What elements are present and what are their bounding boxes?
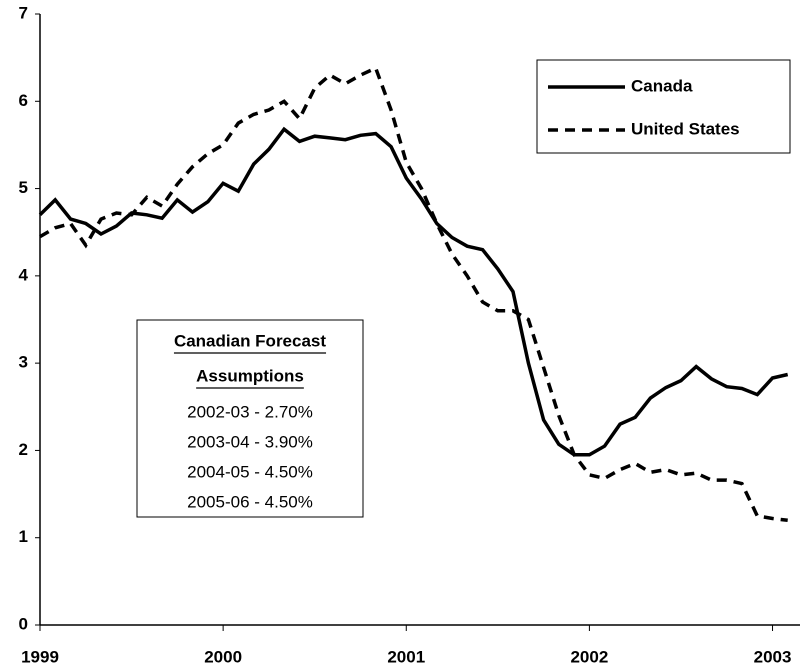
y-tick-label: 6 <box>19 91 28 110</box>
y-tick-label: 4 <box>19 265 29 284</box>
annotation-line: 2005-06 - 4.50% <box>187 492 313 511</box>
annotation-title: Assumptions <box>196 366 304 385</box>
legend-label: United States <box>631 119 740 138</box>
annotation-line: 2002-03 - 2.70% <box>187 402 313 421</box>
legend-box <box>536 59 791 154</box>
y-tick-label: 2 <box>19 440 28 459</box>
series-line <box>38 126 789 457</box>
x-tick-label: 2001 <box>387 647 425 666</box>
y-tick-label: 7 <box>19 3 28 22</box>
legend-label: Canada <box>631 76 693 95</box>
annotation-title: Canadian Forecast <box>174 331 326 350</box>
annotation-line: 2003-04 - 3.90% <box>187 432 313 451</box>
x-tick-label: 2002 <box>570 647 608 666</box>
y-tick-label: 1 <box>19 527 28 546</box>
y-tick-label: 0 <box>19 614 28 633</box>
annotation-line: 2004-05 - 4.50% <box>187 462 313 481</box>
x-tick-label: 1999 <box>21 647 59 666</box>
x-tick-label: 2000 <box>204 647 242 666</box>
y-tick-label: 5 <box>19 178 28 197</box>
y-tick-label: 3 <box>19 353 28 372</box>
x-tick-label: 2003 <box>754 647 792 666</box>
